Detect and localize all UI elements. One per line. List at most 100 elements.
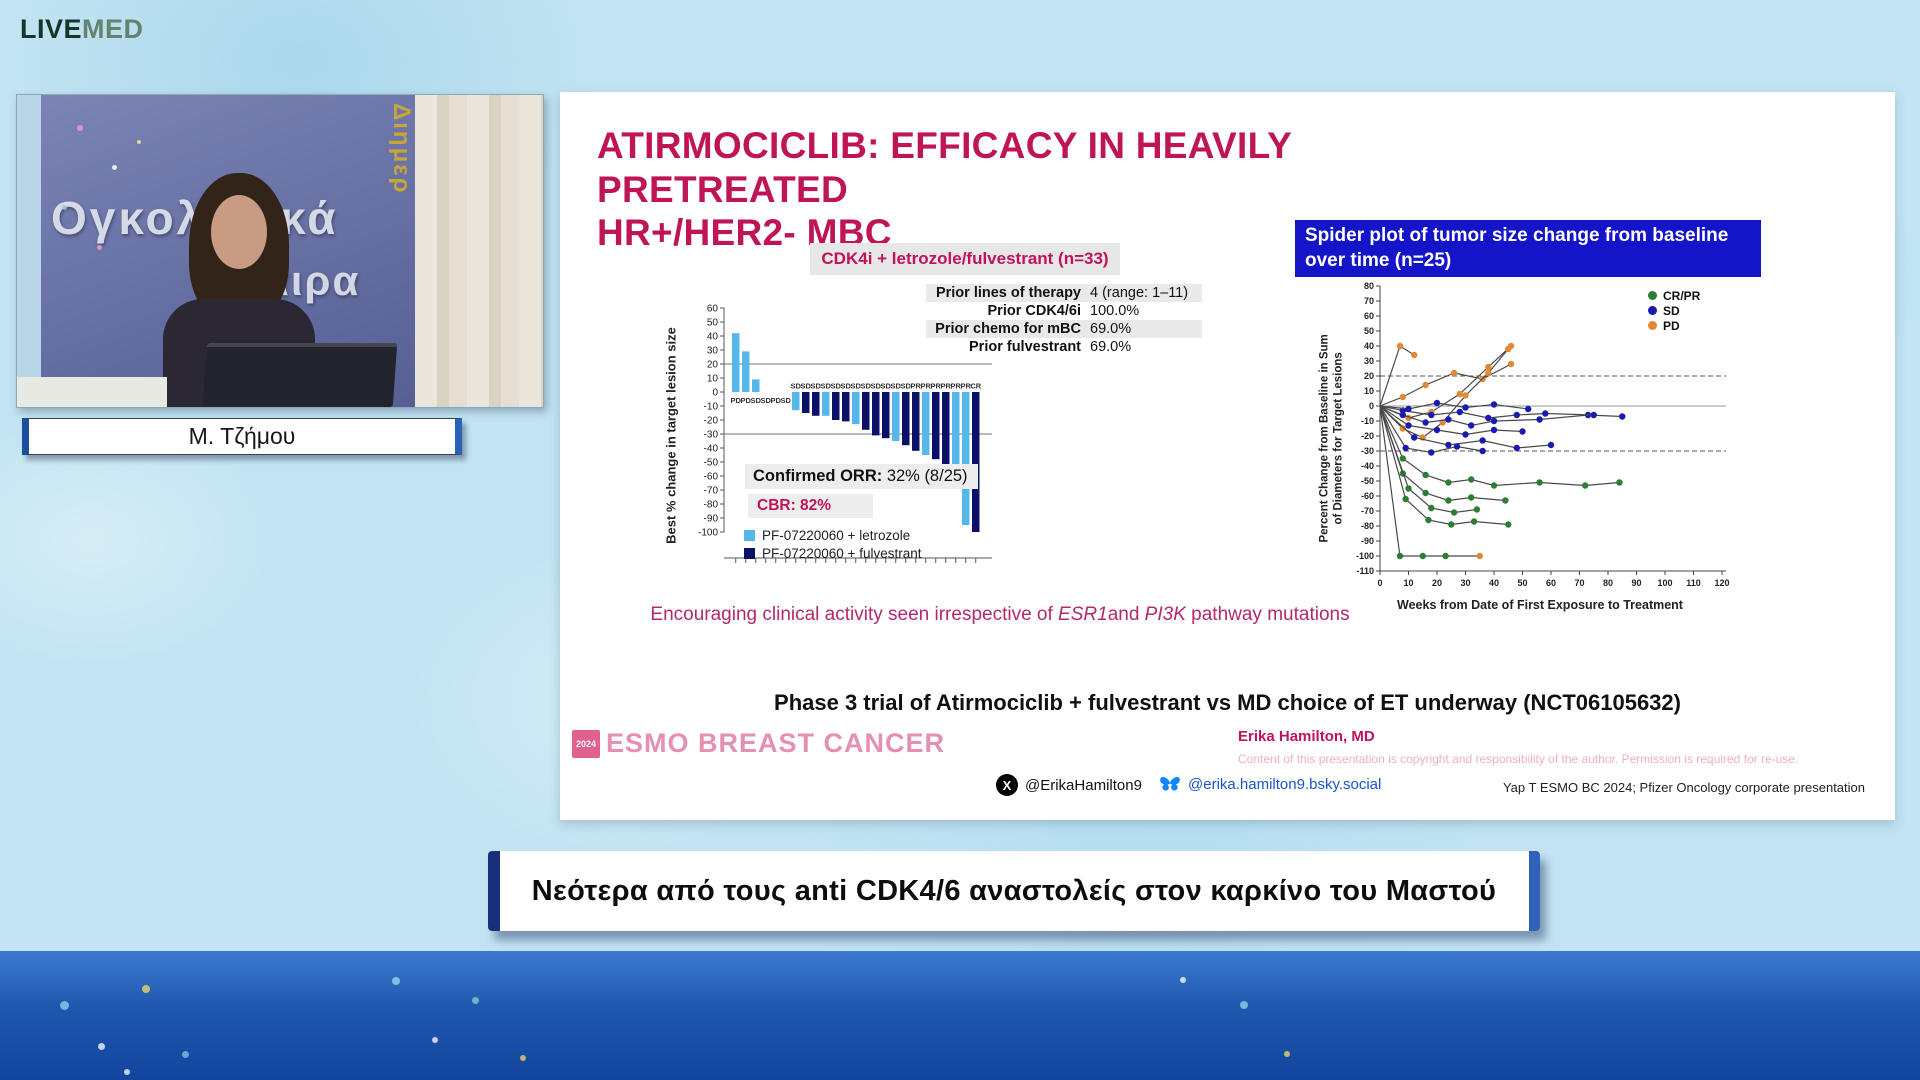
svg-text:-80: -80 (1361, 521, 1374, 531)
backdrop-confetti-dot (97, 245, 102, 250)
svg-text:-40: -40 (704, 444, 719, 455)
bluesky-butterfly-icon (1160, 777, 1180, 791)
event-footer: Διημερίδα Ογκολογικά Επίκαιρα ΟΡΓΑΝΩΣΗ: … (0, 951, 1920, 1080)
svg-text:-60: -60 (1361, 491, 1374, 501)
legend-label: PF-07220060 + letrozole (762, 527, 911, 543)
speaker-face (211, 195, 267, 269)
cohort-header: CDK4i + letrozole/fulvestrant (n=33) (810, 243, 1120, 275)
svg-text:50: 50 (1517, 578, 1527, 588)
svg-text:SD: SD (791, 382, 802, 391)
esmo-breast-cancer-logo: 2024 ESMO BREAST CANCER (572, 728, 945, 759)
svg-text:120: 120 (1714, 578, 1729, 588)
table-row-label: Prior chemo for mBC (935, 321, 1081, 337)
footnote-gene-esr1: ESR1 (1058, 604, 1108, 625)
svg-text:-50: -50 (1361, 476, 1374, 486)
svg-text:60: 60 (1546, 578, 1556, 588)
svg-text:80: 80 (1364, 281, 1374, 291)
svg-text:-100: -100 (1356, 551, 1374, 561)
svg-text:-60: -60 (704, 472, 719, 483)
svg-text:-70: -70 (1361, 506, 1374, 516)
cohort-header-label: CDK4i + letrozole/fulvestrant (n=33) (821, 249, 1109, 268)
table-row-label: Prior lines of therapy (935, 285, 1081, 301)
svg-text:-20: -20 (704, 416, 719, 427)
backdrop-confetti-dot (112, 165, 117, 170)
spider-y-axis-label-line1: Percent Change from Baseline in Sum (1318, 334, 1331, 543)
bluesky-social-handle: @erika.hamilton9.bsky.social (1158, 774, 1381, 794)
svg-text:SD: SD (881, 382, 892, 391)
legend-item: PF-07220060 + letrozole (744, 526, 921, 544)
legend-item: PF-07220060 + fulvestrant (744, 544, 921, 562)
x-twitter-icon: X (996, 774, 1018, 796)
svg-text:SD: SD (761, 396, 772, 405)
slide-citation: Yap T ESMO BC 2024; Pfizer Oncology corp… (1502, 780, 1865, 795)
desk-papers (17, 377, 167, 407)
livemed-logo-med: MED (82, 14, 144, 44)
svg-text:PD: PD (731, 396, 742, 405)
presentation-slide: ATIRMOCICLIB: EFFICACY IN HEAVILY PRETRE… (560, 92, 1895, 820)
footnote-text: pathway mutations (1185, 604, 1350, 625)
table-row-label: Prior CDK4/6i (987, 303, 1081, 319)
esmo-wordmark: ESMO BREAST CANCER (606, 728, 946, 758)
svg-text:-10: -10 (1361, 416, 1374, 426)
table-row-value: 69.0% (1090, 339, 1132, 355)
table-row: Prior fulvestrant 69.0% (926, 338, 1202, 356)
footnote-text: Encouraging clinical activity seen irres… (650, 604, 1059, 625)
spider-x-axis-label: Weeks from Date of First Exposure to Tre… (1397, 598, 1683, 612)
table-row: Prior lines of therapy 4 (range: 1–11) (926, 284, 1202, 302)
x-social-handle: X @ErikaHamilton9 (996, 774, 1142, 796)
footer-decoration-dot (124, 1069, 130, 1075)
speaker-nameplate: Μ. Τζήμου (22, 418, 462, 455)
footnote-gene-pi3k: PI3K (1144, 604, 1186, 625)
svg-text:20: 20 (1364, 371, 1374, 381)
svg-text:SD: SD (751, 396, 762, 405)
svg-text:-90: -90 (704, 514, 719, 525)
speaker-name: Μ. Τζήμου (188, 423, 296, 449)
svg-text:20: 20 (1432, 578, 1442, 588)
svg-text:PD: PD (741, 396, 752, 405)
svg-text:0: 0 (1377, 578, 1382, 588)
bluesky-handle-text: @erika.hamilton9.bsky.social (1188, 775, 1382, 793)
svg-text:SD: SD (781, 396, 792, 405)
svg-text:-70: -70 (704, 486, 719, 497)
video-wall-background (17, 95, 45, 407)
banner-right-edge (1529, 851, 1540, 931)
footer-decoration-dot (1180, 977, 1186, 983)
svg-text:20: 20 (707, 360, 719, 371)
svg-text:SD: SD (901, 382, 912, 391)
legend-label: SD (1663, 303, 1680, 318)
svg-text:SD: SD (851, 382, 862, 391)
svg-text:-20: -20 (1361, 431, 1374, 441)
footer-decoration-dot (520, 1055, 526, 1061)
session-title-text: Νεότερα από τους anti CDK4/6 αναστολείς … (531, 874, 1497, 907)
svg-text:PR: PR (951, 382, 962, 391)
clinical-activity-footnote: Encouraging clinical activity seen irres… (630, 604, 1370, 626)
orr-value: 32% (8/25) (882, 467, 968, 485)
svg-text:PR: PR (961, 382, 972, 391)
svg-text:-30: -30 (1361, 446, 1374, 456)
svg-text:-40: -40 (1361, 461, 1374, 471)
slide-title-line1: ATIRMOCICLIB: EFFICACY IN HEAVILY PRETRE… (597, 125, 1292, 210)
esmo-year-badge: 2024 (572, 729, 601, 758)
table-row-value: 100.0% (1090, 303, 1140, 319)
svg-text:PR: PR (921, 382, 932, 391)
svg-text:40: 40 (1364, 341, 1374, 351)
footer-decoration-dot (98, 1043, 105, 1050)
slide-title: ATIRMOCICLIB: EFFICACY IN HEAVILY PRETRE… (597, 124, 1517, 255)
svg-text:SD: SD (801, 382, 812, 391)
svg-text:70: 70 (1364, 296, 1374, 306)
livemed-logo: LIVEMED (20, 14, 144, 45)
table-row: Prior CDK4/6i 100.0% (926, 302, 1202, 320)
svg-text:SD: SD (831, 382, 842, 391)
svg-text:-110: -110 (1356, 566, 1374, 576)
svg-text:0: 0 (1369, 401, 1374, 411)
footer-decoration-dot (392, 977, 400, 985)
cbr-result: CBR: 82% (748, 494, 874, 518)
svg-text:40: 40 (1489, 578, 1499, 588)
waterfall-chart: Best % change in target lesion size 60 50… (648, 300, 992, 600)
svg-text:SD: SD (861, 382, 872, 391)
svg-text:90: 90 (1631, 578, 1641, 588)
legend-dot (1648, 306, 1657, 315)
spider-plot-header-line1: Spider plot of tumor size change from ba… (1305, 225, 1729, 246)
footer-decoration-dot (1240, 1001, 1248, 1009)
backdrop-confetti-dot (137, 140, 141, 144)
